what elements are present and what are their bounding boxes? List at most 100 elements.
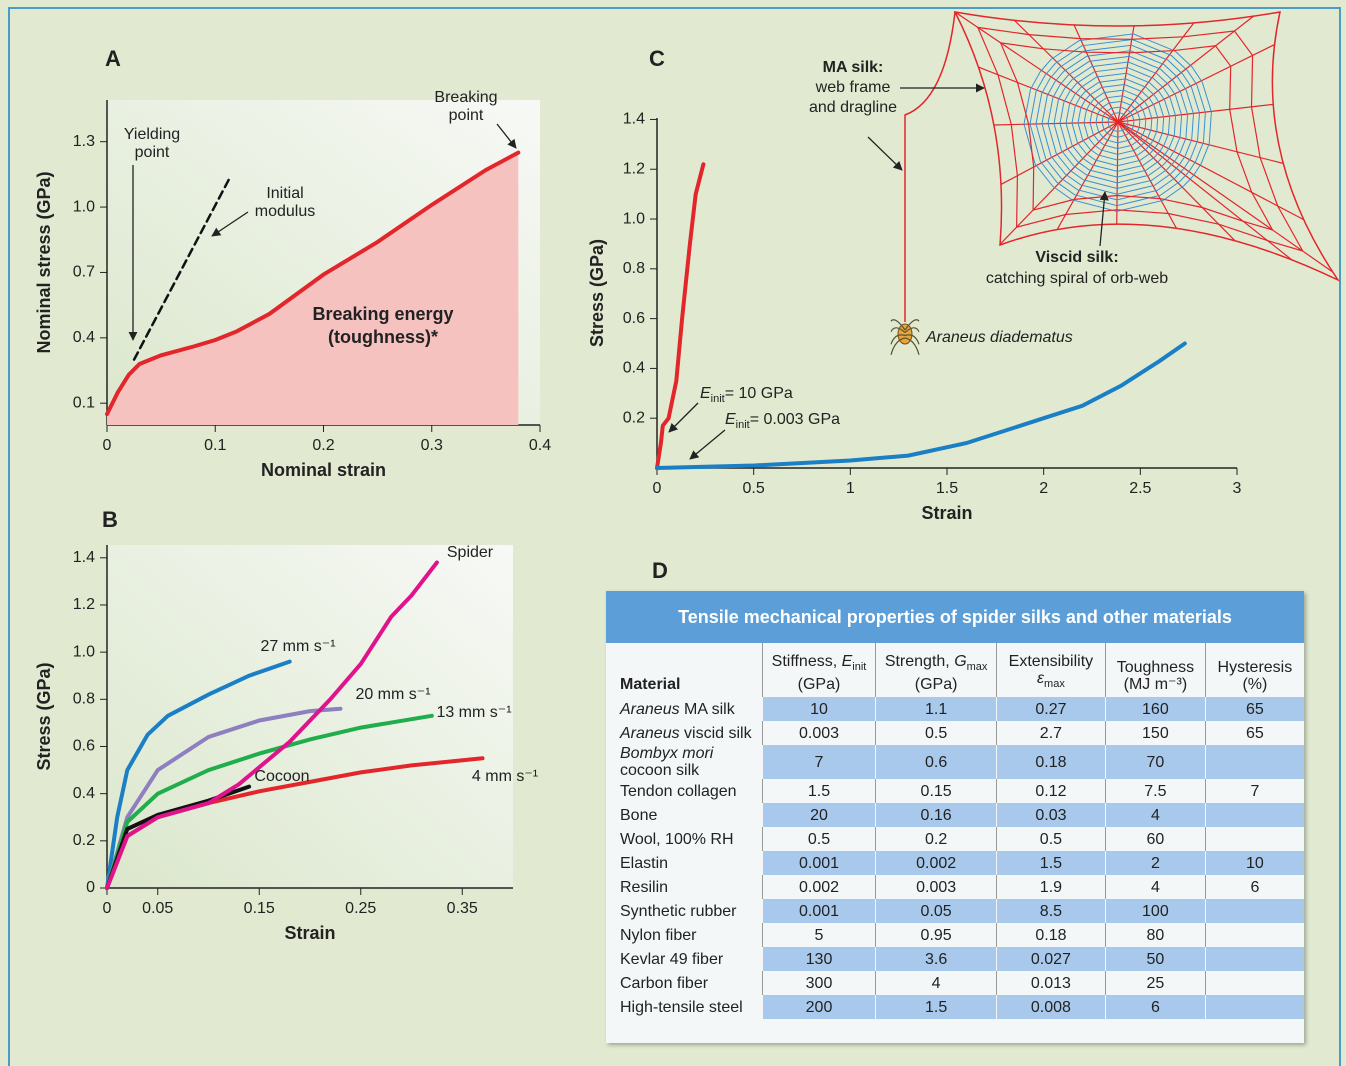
- x-tick-label: 2: [1039, 480, 1048, 497]
- value-cell: [1205, 899, 1304, 923]
- annotation: modulus: [255, 203, 315, 220]
- value-cell: 0.5: [876, 721, 996, 745]
- header-unit: (GPa): [915, 676, 958, 693]
- value-cell: 3.6: [876, 947, 996, 971]
- y-axis-title: Stress (GPa): [34, 662, 54, 770]
- value-cell: 0.003: [762, 721, 876, 745]
- material-cell: Resilin: [606, 875, 762, 899]
- y-tick-label: 0: [86, 879, 95, 896]
- x-tick-label: 0.25: [345, 900, 376, 917]
- x-tick-label: 0.3: [421, 437, 443, 454]
- material: Synthetic rubber: [620, 903, 737, 920]
- series-label: 20 mm s⁻¹: [355, 686, 430, 703]
- value-cell: 7: [1205, 779, 1304, 803]
- value-cell: 1.5: [996, 851, 1105, 875]
- web-radial: [994, 122, 1118, 125]
- value-cell: 0.001: [762, 851, 876, 875]
- annotation: Viscid silk:: [1035, 249, 1118, 266]
- x-tick-label: 0: [103, 437, 112, 454]
- material: Kevlar 49 fiber: [620, 951, 723, 968]
- material: Nylon fiber: [620, 927, 696, 944]
- material: Elastin: [620, 855, 668, 872]
- value-cell: 8.5: [996, 899, 1105, 923]
- line: [657, 164, 703, 468]
- material-cell: Kevlar 49 fiber: [606, 947, 762, 971]
- annotation: Breaking energy: [312, 304, 453, 324]
- header-text: Toughness: [1117, 659, 1194, 676]
- y-tick-label: 1.2: [73, 596, 95, 613]
- header-unit: (%): [1242, 676, 1267, 693]
- annotation: and dragline: [809, 99, 897, 116]
- material-cell: Carbon fiber: [606, 971, 762, 995]
- header-line: Strength, Gmax: [880, 653, 991, 676]
- value-cell: 0.18: [996, 745, 1105, 779]
- annotation: point: [449, 107, 484, 124]
- header-line: Hysteresis: [1210, 659, 1300, 676]
- subscript: init: [736, 419, 750, 431]
- value-cell: 200: [762, 995, 876, 1019]
- table-row: Araneus MA silk101.10.2716065: [606, 697, 1304, 721]
- y-tick-label: 0.2: [623, 409, 645, 426]
- column-header: Stiffness, Einit(GPa): [762, 643, 876, 697]
- symbol: E: [700, 385, 711, 402]
- header-line: εmax: [1001, 670, 1101, 693]
- value-cell: 0.18: [996, 923, 1105, 947]
- value-cell: 10: [1205, 851, 1304, 875]
- y-axis-title: Nominal stress (GPa): [34, 171, 54, 353]
- header-text: Hysteresis: [1218, 659, 1293, 676]
- y-tick-label: 0.6: [73, 738, 95, 755]
- series-label: 13 mm s⁻¹: [436, 704, 511, 721]
- material-cell: Araneus viscid silk: [606, 721, 762, 745]
- value-cell: 7.5: [1105, 779, 1205, 803]
- value-cell: 0.003: [876, 875, 996, 899]
- value-cell: [1205, 923, 1304, 947]
- value-cell: 0.002: [876, 851, 996, 875]
- y-tick-label: 0.1: [73, 394, 95, 411]
- value-cell: 0.27: [996, 697, 1105, 721]
- value-cell: 0.2: [876, 827, 996, 851]
- header-line: Extensibility: [1001, 653, 1101, 670]
- subscript: init: [711, 393, 725, 405]
- y-tick-label: 0.8: [73, 691, 95, 708]
- x-axis-title: Nominal strain: [261, 460, 386, 480]
- value-cell: 2.7: [996, 721, 1105, 745]
- value-cell: 0.5: [762, 827, 876, 851]
- x-axis-title: Strain: [284, 923, 335, 943]
- header-text: Stiffness,: [772, 653, 842, 670]
- header-text: Strength,: [885, 653, 954, 670]
- dragline: [905, 12, 955, 322]
- material: Resilin: [620, 879, 668, 896]
- header-line: Toughness: [1110, 659, 1201, 676]
- x-tick-label: 0.35: [447, 900, 478, 917]
- header-line: Stiffness, Einit: [767, 653, 872, 676]
- header-line: (%): [1210, 676, 1300, 693]
- panel-label: A: [105, 46, 121, 71]
- x-tick-label: 0: [653, 480, 662, 497]
- value-cell: [1205, 827, 1304, 851]
- annotation: Einit= 0.003 GPa: [725, 411, 840, 431]
- annotation: point: [135, 144, 170, 161]
- table-title: Tensile mechanical properties of spider …: [606, 591, 1304, 643]
- material-cell: Tendon collagen: [606, 779, 762, 803]
- value-cell: 60: [1105, 827, 1205, 851]
- value-cell: 0.15: [876, 779, 996, 803]
- value-cell: 0.05: [876, 899, 996, 923]
- table-row: Kevlar 49 fiber1303.60.02750: [606, 947, 1304, 971]
- material-text: MA silk: [680, 701, 735, 718]
- value-cell: 10: [762, 697, 876, 721]
- annotation: Einit= 10 GPa: [700, 385, 793, 405]
- y-tick-label: 0.4: [73, 329, 95, 346]
- value-cell: 0.001: [762, 899, 876, 923]
- y-tick-label: 1.0: [623, 210, 645, 227]
- value-cell: 5: [762, 923, 876, 947]
- annotation: catching spiral of orb-web: [986, 270, 1168, 287]
- value-cell: 6: [1105, 995, 1205, 1019]
- value-cell: 4: [1105, 803, 1205, 827]
- material-cell: Araneus MA silk: [606, 697, 762, 721]
- value-cell: 2: [1105, 851, 1205, 875]
- y-tick-label: 0.2: [73, 832, 95, 849]
- header-var: E: [842, 653, 853, 670]
- value-cell: 0.12: [996, 779, 1105, 803]
